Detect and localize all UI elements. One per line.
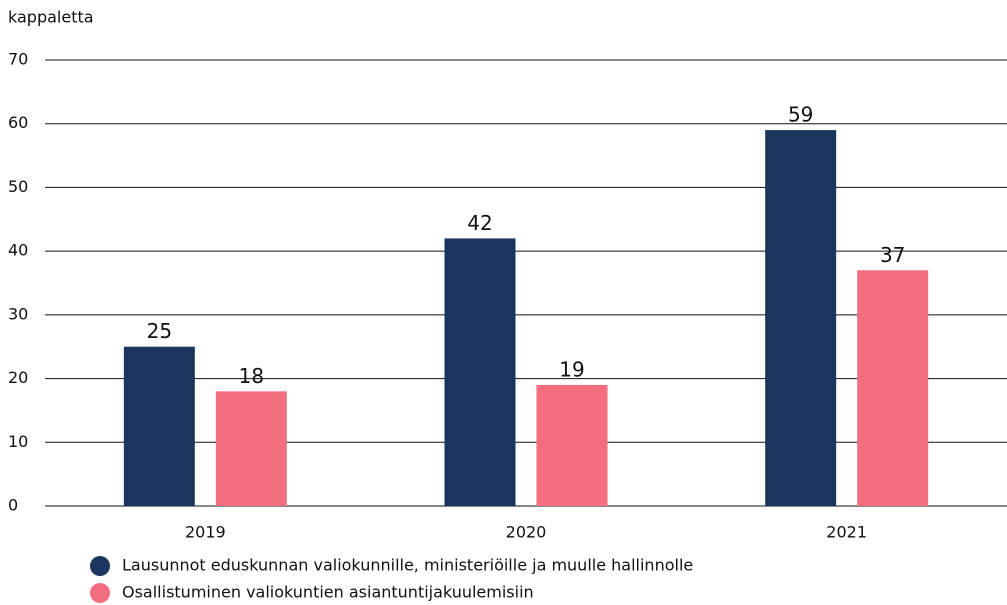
x-tick-label: 2019 — [185, 523, 226, 542]
legend-label: Lausunnot eduskunnan valiokunnille, mini… — [122, 556, 693, 575]
y-tick-label: 40 — [8, 241, 28, 260]
value-label: 25 — [147, 319, 172, 343]
value-label: 19 — [559, 357, 584, 381]
y-tick-label: 0 — [8, 496, 18, 515]
bar — [444, 238, 516, 506]
legend-swatch — [90, 583, 110, 603]
value-label: 37 — [880, 243, 905, 267]
y-tick-label: 70 — [8, 50, 28, 69]
y-tick-label: 10 — [8, 432, 28, 451]
bar — [536, 384, 608, 506]
y-tick-label: 30 — [8, 304, 28, 323]
x-tick-label: 2020 — [506, 523, 547, 542]
bar — [857, 270, 929, 506]
value-label: 59 — [788, 103, 813, 127]
y-tick-label: 60 — [8, 113, 28, 132]
legend-swatch — [90, 556, 110, 576]
bar — [765, 130, 837, 507]
y-axis-label: kappaletta — [8, 8, 94, 27]
x-tick-label: 2021 — [826, 523, 867, 542]
y-tick-label: 20 — [8, 368, 28, 387]
legend-label: Osallistuminen valiokuntien asiantuntija… — [122, 583, 534, 602]
y-tick-label: 50 — [8, 177, 28, 196]
value-label: 42 — [467, 211, 492, 235]
bar — [215, 391, 287, 506]
value-label: 18 — [239, 364, 264, 388]
bar — [123, 346, 195, 506]
